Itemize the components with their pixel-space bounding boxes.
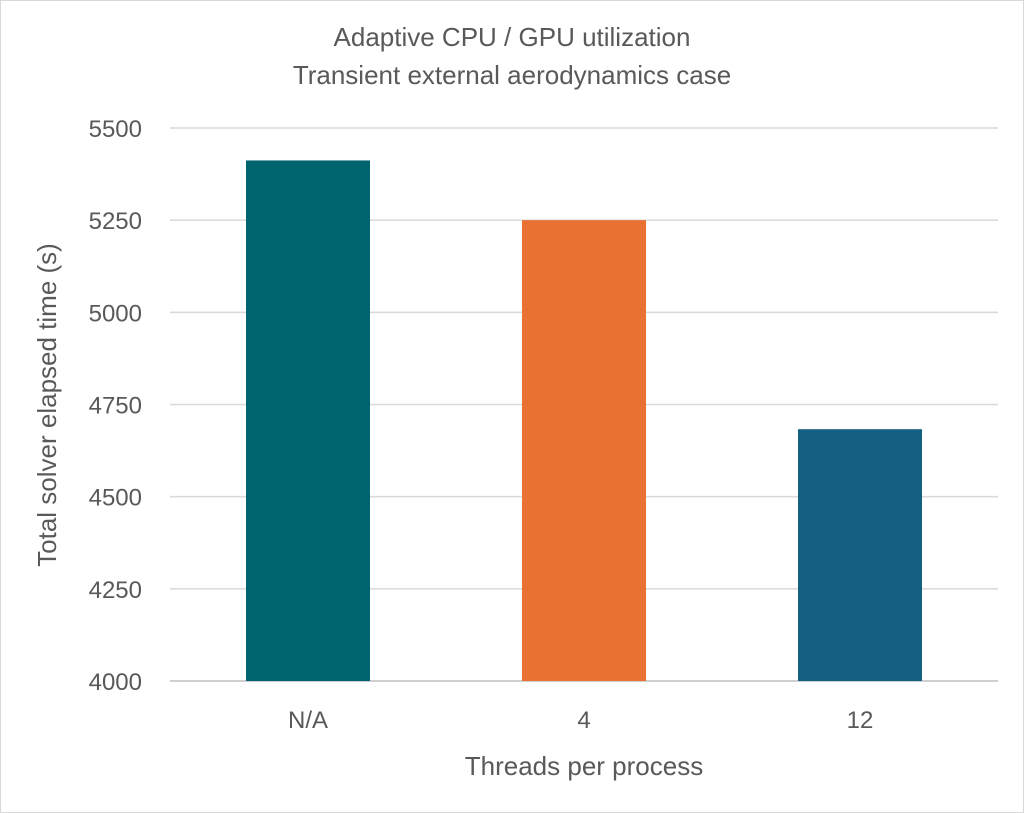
y-tick-label: 5250 — [89, 208, 142, 235]
bar — [246, 160, 370, 681]
bar — [522, 220, 646, 681]
y-tick-label: 4500 — [89, 485, 142, 512]
y-tick-label: 4250 — [89, 577, 142, 604]
y-tick-label: 4000 — [89, 669, 142, 696]
y-axis-label: Total solver elapsed time (s) — [32, 243, 62, 567]
x-tick-label: N/A — [288, 707, 328, 734]
x-axis-label: Threads per process — [465, 751, 703, 781]
y-tick-label: 5500 — [89, 116, 142, 143]
x-tick-label: 12 — [847, 707, 874, 734]
y-tick-label: 5000 — [89, 300, 142, 327]
chart-title: Adaptive CPU / GPU utilization — [334, 22, 691, 52]
chart-subtitle: Transient external aerodynamics case — [293, 60, 731, 90]
y-tick-label: 4750 — [89, 393, 142, 420]
x-tick-label: 4 — [577, 707, 590, 734]
bar — [798, 429, 922, 681]
